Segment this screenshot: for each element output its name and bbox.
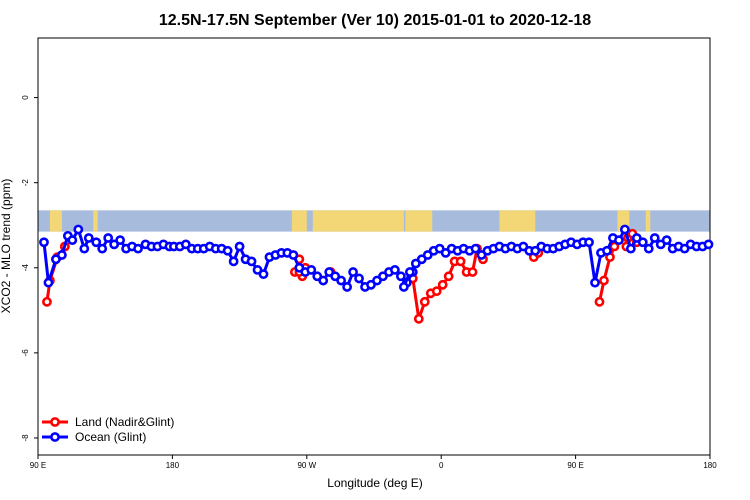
- data-point: [404, 267, 415, 277]
- land-span: [313, 210, 404, 232]
- data-point: [470, 243, 481, 254]
- series-layer: [39, 224, 714, 324]
- data-point: [619, 224, 630, 235]
- land-span: [499, 210, 536, 232]
- data-point: [431, 286, 442, 297]
- x-tick-label: 90 E: [30, 461, 46, 470]
- x-tick-label: 180: [166, 461, 180, 470]
- data-point: [599, 275, 609, 286]
- x-axis: 90 E 180 90 W 0 90 E 180: [30, 455, 717, 470]
- series-ocean: [39, 224, 714, 292]
- data-point: [614, 235, 624, 246]
- data-point: [42, 296, 52, 307]
- data-point: [395, 271, 406, 282]
- data-point: [222, 245, 233, 256]
- data-point: [234, 241, 245, 252]
- data-point: [91, 237, 102, 248]
- data-point: [348, 267, 358, 277]
- data-point: [103, 233, 114, 243]
- data-point: [390, 265, 400, 275]
- land-span: [617, 210, 630, 232]
- data-point: [437, 279, 448, 290]
- data-point: [73, 224, 84, 235]
- legend-label: Land (Nadir&Glint): [75, 415, 174, 429]
- land-span: [93, 210, 98, 232]
- land-span: [49, 210, 62, 232]
- series-line: [598, 245, 616, 303]
- legend: Land (Nadir&Glint)Ocean (Glint): [42, 415, 174, 444]
- data-point: [115, 235, 126, 246]
- data-point: [318, 275, 329, 286]
- data-point: [56, 250, 67, 260]
- data-point: [643, 243, 654, 254]
- y-tick-label: -4: [21, 264, 30, 272]
- data-point: [306, 265, 317, 275]
- x-tick-label: 90 E: [567, 461, 583, 470]
- data-point: [637, 237, 648, 248]
- y-axis-label: XCO2 - MLO trend (ppm): [0, 179, 13, 314]
- data-point: [703, 239, 714, 250]
- data-point: [39, 237, 49, 248]
- data-point: [398, 282, 409, 292]
- chart-title: 12.5N-17.5N September (Ver 10) 2015-01-0…: [159, 12, 591, 29]
- data-point: [609, 241, 620, 252]
- data-point: [246, 256, 257, 267]
- x-axis-label: Longitude (deg E): [327, 476, 422, 490]
- data-point: [228, 256, 239, 267]
- data-point: [83, 233, 94, 243]
- x-tick-label: 0: [439, 461, 444, 470]
- data-point: [133, 243, 143, 254]
- data-point: [336, 275, 347, 286]
- x-tick-label: 180: [703, 461, 717, 470]
- data-point: [419, 296, 430, 307]
- data-point: [584, 237, 594, 248]
- legend-marker: [50, 417, 60, 427]
- y-tick-label: -6: [21, 349, 30, 357]
- data-point: [413, 313, 424, 324]
- data-point: [79, 243, 90, 254]
- y-tick-label: -2: [21, 179, 30, 187]
- land-span: [645, 210, 651, 232]
- data-point: [43, 277, 54, 288]
- legend-label: Ocean (Glint): [75, 430, 146, 444]
- data-point: [354, 273, 364, 284]
- y-tick-label: 0: [21, 95, 30, 100]
- data-point: [443, 271, 454, 282]
- data-point: [97, 243, 108, 254]
- x-tick-label: 90 W: [297, 461, 316, 470]
- land-ocean-mask: [38, 210, 710, 232]
- data-point: [661, 235, 672, 246]
- data-point: [649, 233, 660, 243]
- data-point: [590, 277, 600, 288]
- y-axis: 0 -2 -4 -6 -8: [21, 95, 38, 442]
- y-tick-label: -8: [21, 434, 30, 442]
- data-point: [594, 296, 605, 307]
- data-point: [602, 245, 612, 256]
- data-point: [342, 282, 353, 292]
- data-point: [455, 256, 466, 267]
- legend-marker: [50, 432, 60, 442]
- data-point: [467, 267, 478, 277]
- data-point: [258, 269, 269, 280]
- land-span: [291, 210, 307, 232]
- data-point: [625, 243, 636, 254]
- data-point: [288, 250, 299, 260]
- land-span: [405, 210, 433, 232]
- data-point: [67, 235, 78, 246]
